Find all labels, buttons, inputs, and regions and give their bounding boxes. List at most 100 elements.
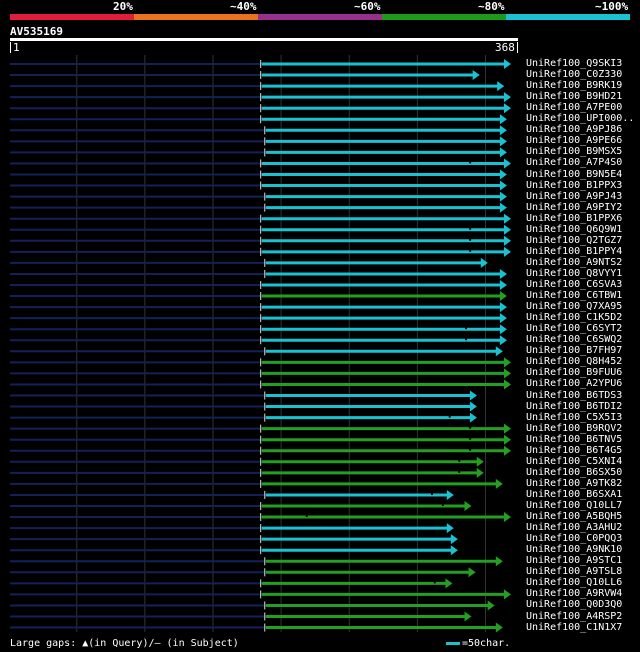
hit-label[interactable]: UniRef100_C6SWQ2 <box>526 334 623 346</box>
alignment-arrowhead <box>468 567 476 578</box>
query-bar <box>10 38 518 41</box>
alignment-arrowhead <box>499 147 507 158</box>
alignment-arrowhead <box>499 136 507 147</box>
hit-label[interactable]: UniRef100_A7P4S0 <box>526 157 623 169</box>
hit-label[interactable]: UniRef100_Q6Q9W1 <box>526 223 623 235</box>
alignment-arrowhead <box>499 114 507 125</box>
identity-legend: 20% ~40% ~60% ~80% ~100% <box>0 0 640 22</box>
hit-label[interactable]: UniRef100_C1K5D2 <box>526 312 623 324</box>
hit-label[interactable]: UniRef100_B6TDI2 <box>526 400 623 412</box>
alignment-arrowhead <box>476 456 484 467</box>
alignment-arrowhead <box>499 324 507 335</box>
hit-label[interactable]: UniRef100_A9NK10 <box>526 544 623 556</box>
alignment-arrowhead <box>499 335 507 346</box>
alignment-arrowhead <box>450 545 458 556</box>
alignment-arrowhead <box>504 246 511 257</box>
alignment-arrowhead <box>499 180 507 191</box>
hit-label[interactable]: UniRef100_A7PE00 <box>526 102 623 114</box>
hit-label[interactable]: UniRef100_Q2TGZ7 <box>526 234 623 246</box>
hit-label[interactable]: UniRef100_B9N5E4 <box>526 168 623 180</box>
alignment-arrowhead <box>464 611 472 622</box>
alignment-arrowhead <box>504 224 511 235</box>
alignment-arrowhead <box>464 501 472 511</box>
hit-label[interactable]: UniRef100_C1N1X7 <box>526 621 623 633</box>
alignment-arrowhead <box>487 600 495 611</box>
alignment-arrowhead <box>495 622 503 633</box>
hit-label[interactable]: UniRef100_Q0D3Q0 <box>526 599 623 611</box>
hit-label[interactable]: UniRef100_C6SVA3 <box>526 279 623 290</box>
hit-label[interactable]: UniRef100_UPI000.. <box>526 113 635 125</box>
hit-label[interactable]: UniRef100_Q9SKI3 <box>526 58 623 69</box>
hit-label[interactable]: UniRef100_A9STC1 <box>526 555 623 567</box>
legend-swatch <box>382 14 506 20</box>
large-gaps-note: Large gaps: ▲(in Query)/— (in Subject) <box>10 638 239 649</box>
scale-note: =50char. <box>446 638 510 649</box>
legend-swatch <box>10 14 134 20</box>
hit-label[interactable]: UniRef100_A5BQH5 <box>526 511 623 523</box>
hit-label[interactable]: UniRef100_A9PJ86 <box>526 124 623 136</box>
hit-label[interactable]: UniRef100_A9NTS2 <box>526 256 623 268</box>
hit-label[interactable]: UniRef100_B1PPX6 <box>526 212 623 224</box>
hit-label[interactable]: UniRef100_A9TSL8 <box>526 566 623 578</box>
alignment-arrowhead <box>504 512 511 523</box>
hit-label[interactable]: UniRef100_Q8H452 <box>526 356 623 368</box>
alignment-arrowhead <box>450 534 458 545</box>
hit-label[interactable]: UniRef100_Q7XA95 <box>526 301 623 313</box>
alignment-arrowhead <box>469 412 477 423</box>
scale-note-text: =50char. <box>462 638 511 649</box>
alignment-arrowhead <box>446 523 454 534</box>
hit-label[interactable]: UniRef100_B1PPY4 <box>526 245 623 257</box>
alignment-arrowhead <box>504 357 511 368</box>
hit-label[interactable]: UniRef100_B7FH97 <box>526 345 623 357</box>
alignment-arrowhead <box>495 556 503 567</box>
query-start-tick: 1 <box>10 42 20 53</box>
hit-label[interactable]: UniRef100_B6TNV5 <box>526 433 623 445</box>
hit-label[interactable]: UniRef100_B9FUU6 <box>526 367 623 379</box>
alignment-arrowhead <box>499 291 507 302</box>
hit-label[interactable]: UniRef100_C5XNI4 <box>526 455 623 467</box>
hit-label[interactable]: UniRef100_Q8VYY1 <box>526 267 623 279</box>
alignment-arrowhead <box>504 445 511 456</box>
alignment-arrowhead <box>504 379 511 390</box>
hit-label[interactable]: UniRef100_B9RK19 <box>526 80 623 92</box>
hit-label[interactable]: UniRef100_C5X5I3 <box>526 411 623 423</box>
alignment-arrowhead <box>504 103 511 114</box>
legend-label: 20% <box>113 0 133 13</box>
alignment-arrowhead <box>504 423 511 434</box>
alignment-arrowhead <box>499 313 507 324</box>
alignment-arrowhead <box>504 92 511 103</box>
alignment-arrowhead <box>504 368 511 379</box>
hit-label[interactable]: UniRef100_A9PIY2 <box>526 201 623 213</box>
alignment-arrowhead <box>499 125 507 136</box>
alignment-arrowhead <box>499 202 507 213</box>
hit-label[interactable]: UniRef100_B6TDS3 <box>526 389 623 401</box>
hit-label[interactable]: UniRef100_B6SXA1 <box>526 488 623 500</box>
hit-label[interactable]: UniRef100_B9HD21 <box>526 91 623 103</box>
hit-label[interactable]: UniRef100_Q10LL7 <box>526 500 623 511</box>
hit-label[interactable]: UniRef100_A4RSP2 <box>526 610 623 622</box>
alignment-arrowhead <box>499 268 507 279</box>
hit-label[interactable]: UniRef100_B9RQV2 <box>526 422 623 434</box>
hit-label[interactable]: UniRef100_C0PQQ3 <box>526 533 623 545</box>
hit-label[interactable]: UniRef100_C6SYT2 <box>526 323 623 335</box>
hit-label[interactable]: UniRef100_C0Z330 <box>526 69 623 81</box>
legend-swatch <box>258 14 382 20</box>
hit-label[interactable]: UniRef100_B6T4G5 <box>526 444 623 456</box>
legend-label: ~80% <box>478 0 505 13</box>
hit-label[interactable]: UniRef100_A9TK82 <box>526 477 623 489</box>
alignment-arrowhead <box>504 59 511 69</box>
hit-label[interactable]: UniRef100_C6TBW1 <box>526 290 623 302</box>
query-name: AV535169 <box>10 25 63 38</box>
hit-label[interactable]: UniRef100_A9RVW4 <box>526 588 623 600</box>
hit-label[interactable]: UniRef100_A3AHU2 <box>526 522 623 534</box>
alignment-arrowhead <box>495 346 503 357</box>
hit-label[interactable]: UniRef100_B6SX50 <box>526 466 623 478</box>
legend-label: ~60% <box>354 0 381 13</box>
hit-label[interactable]: UniRef100_A9PE66 <box>526 135 623 147</box>
hit-label[interactable]: UniRef100_A9PJ43 <box>526 190 623 202</box>
legend-swatch <box>506 14 630 20</box>
hit-label[interactable]: UniRef100_A2YPU6 <box>526 378 623 390</box>
hit-label[interactable]: UniRef100_B1PPX3 <box>526 179 623 191</box>
hit-label[interactable]: UniRef100_Q10LL6 <box>526 577 623 589</box>
hit-label[interactable]: UniRef100_B9MSX5 <box>526 146 623 158</box>
